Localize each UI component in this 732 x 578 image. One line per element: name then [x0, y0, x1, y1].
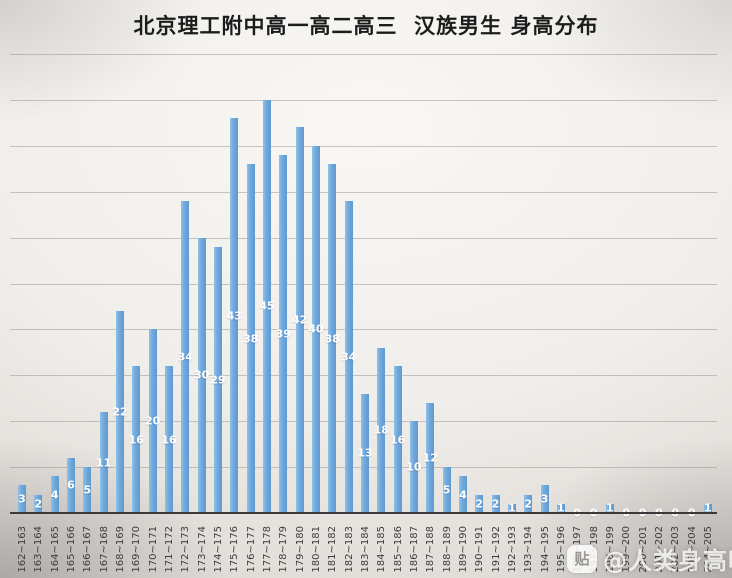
bar [507, 503, 516, 513]
bar-value-label: 43 [226, 309, 242, 323]
bar-value-label: 11 [95, 456, 112, 469]
bar [197, 237, 206, 513]
bar-value-label: 38 [324, 332, 340, 346]
bar [360, 393, 369, 513]
bar [18, 485, 26, 513]
bar-value-label: 10 [406, 460, 422, 474]
plot-area: 3 2 4 6 5 11 22 16 20 16 34 30 29 43 38 45 39 42 40 38 34 13 1… [10, 54, 717, 520]
bar [34, 494, 43, 513]
bar [311, 145, 320, 513]
gridline [10, 54, 717, 55]
gridline [10, 99, 717, 101]
bar-value-label: 1 [606, 501, 614, 515]
tieba-logo-icon: 贴 [567, 544, 597, 573]
bar [524, 494, 533, 513]
bar [132, 366, 141, 513]
bar-value-label: 2 [524, 497, 533, 511]
bar [99, 412, 108, 513]
bar-value-label: 16 [389, 433, 406, 447]
bar [83, 467, 92, 513]
bar-value-label: 4 [50, 488, 59, 502]
bar-value-label: 22 [112, 405, 128, 419]
bar [50, 476, 59, 513]
bar-value-label: 39 [275, 327, 291, 341]
bar-value-label: 16 [128, 433, 144, 447]
bar-value-label: 34 [340, 350, 357, 364]
bar-value-label: 20 [144, 414, 161, 428]
bar [703, 503, 712, 513]
bar-value-label: 4 [459, 488, 467, 502]
watermark: 贴 @人类身高吧 [567, 541, 732, 576]
gridline [10, 237, 717, 239]
bar-value-label: 38 [242, 332, 259, 346]
bar [148, 329, 157, 513]
bar [246, 164, 255, 513]
bar [66, 457, 75, 513]
bar [328, 164, 337, 513]
bar-value-label: 2 [475, 497, 484, 511]
gridline [10, 145, 717, 147]
bar-value-label: 29 [210, 373, 226, 387]
bar [262, 99, 271, 513]
bar [295, 127, 304, 513]
bar-value-label: 30 [193, 368, 210, 382]
bar [344, 200, 353, 513]
bar-value-label: 6 [67, 478, 75, 492]
bar [491, 494, 500, 513]
bar-value-label: 3 [540, 492, 549, 506]
gridline [10, 191, 717, 193]
watermark-text: @人类身高吧 [603, 547, 732, 575]
bar [181, 200, 190, 513]
bar [377, 347, 386, 513]
bar-value-label: 16 [161, 433, 177, 447]
bar-value-label: 2 [491, 497, 500, 511]
bar-value-label: 40 [308, 322, 324, 336]
bar [115, 311, 124, 513]
bar-value-label: 42 [291, 313, 308, 327]
bar [458, 476, 467, 513]
bar [475, 494, 484, 513]
bar-value-label: 1 [704, 501, 712, 515]
chart-title: 北京理工附中高一高二高三 汉族男生 身高分布 [133, 14, 599, 38]
bar [279, 154, 288, 513]
bar-value-label: 2 [34, 497, 43, 511]
bar-value-label: 5 [442, 483, 451, 497]
bar-value-label: 1 [557, 501, 565, 515]
bar-value-label: 13 [357, 446, 373, 460]
bar [556, 503, 565, 513]
gridline [10, 329, 717, 331]
bar-value-label: 34 [177, 350, 193, 364]
bar [605, 503, 614, 513]
bar [230, 118, 239, 513]
gridline [10, 375, 717, 377]
bar [426, 402, 435, 513]
bar-value-label: 5 [83, 483, 92, 497]
gridline [10, 283, 717, 285]
bar [540, 485, 549, 513]
bar [164, 366, 173, 513]
bar-value-label: 1 [508, 501, 516, 515]
x-axis-line [10, 512, 717, 514]
bar [393, 366, 402, 513]
bar [442, 467, 451, 513]
bar-value-label: 18 [373, 423, 389, 437]
bar-value-label: 45 [259, 299, 275, 313]
bar [409, 421, 418, 513]
bar [213, 246, 222, 513]
bar-value-label: 12 [422, 451, 438, 465]
bar-value-label: 3 [18, 492, 26, 506]
